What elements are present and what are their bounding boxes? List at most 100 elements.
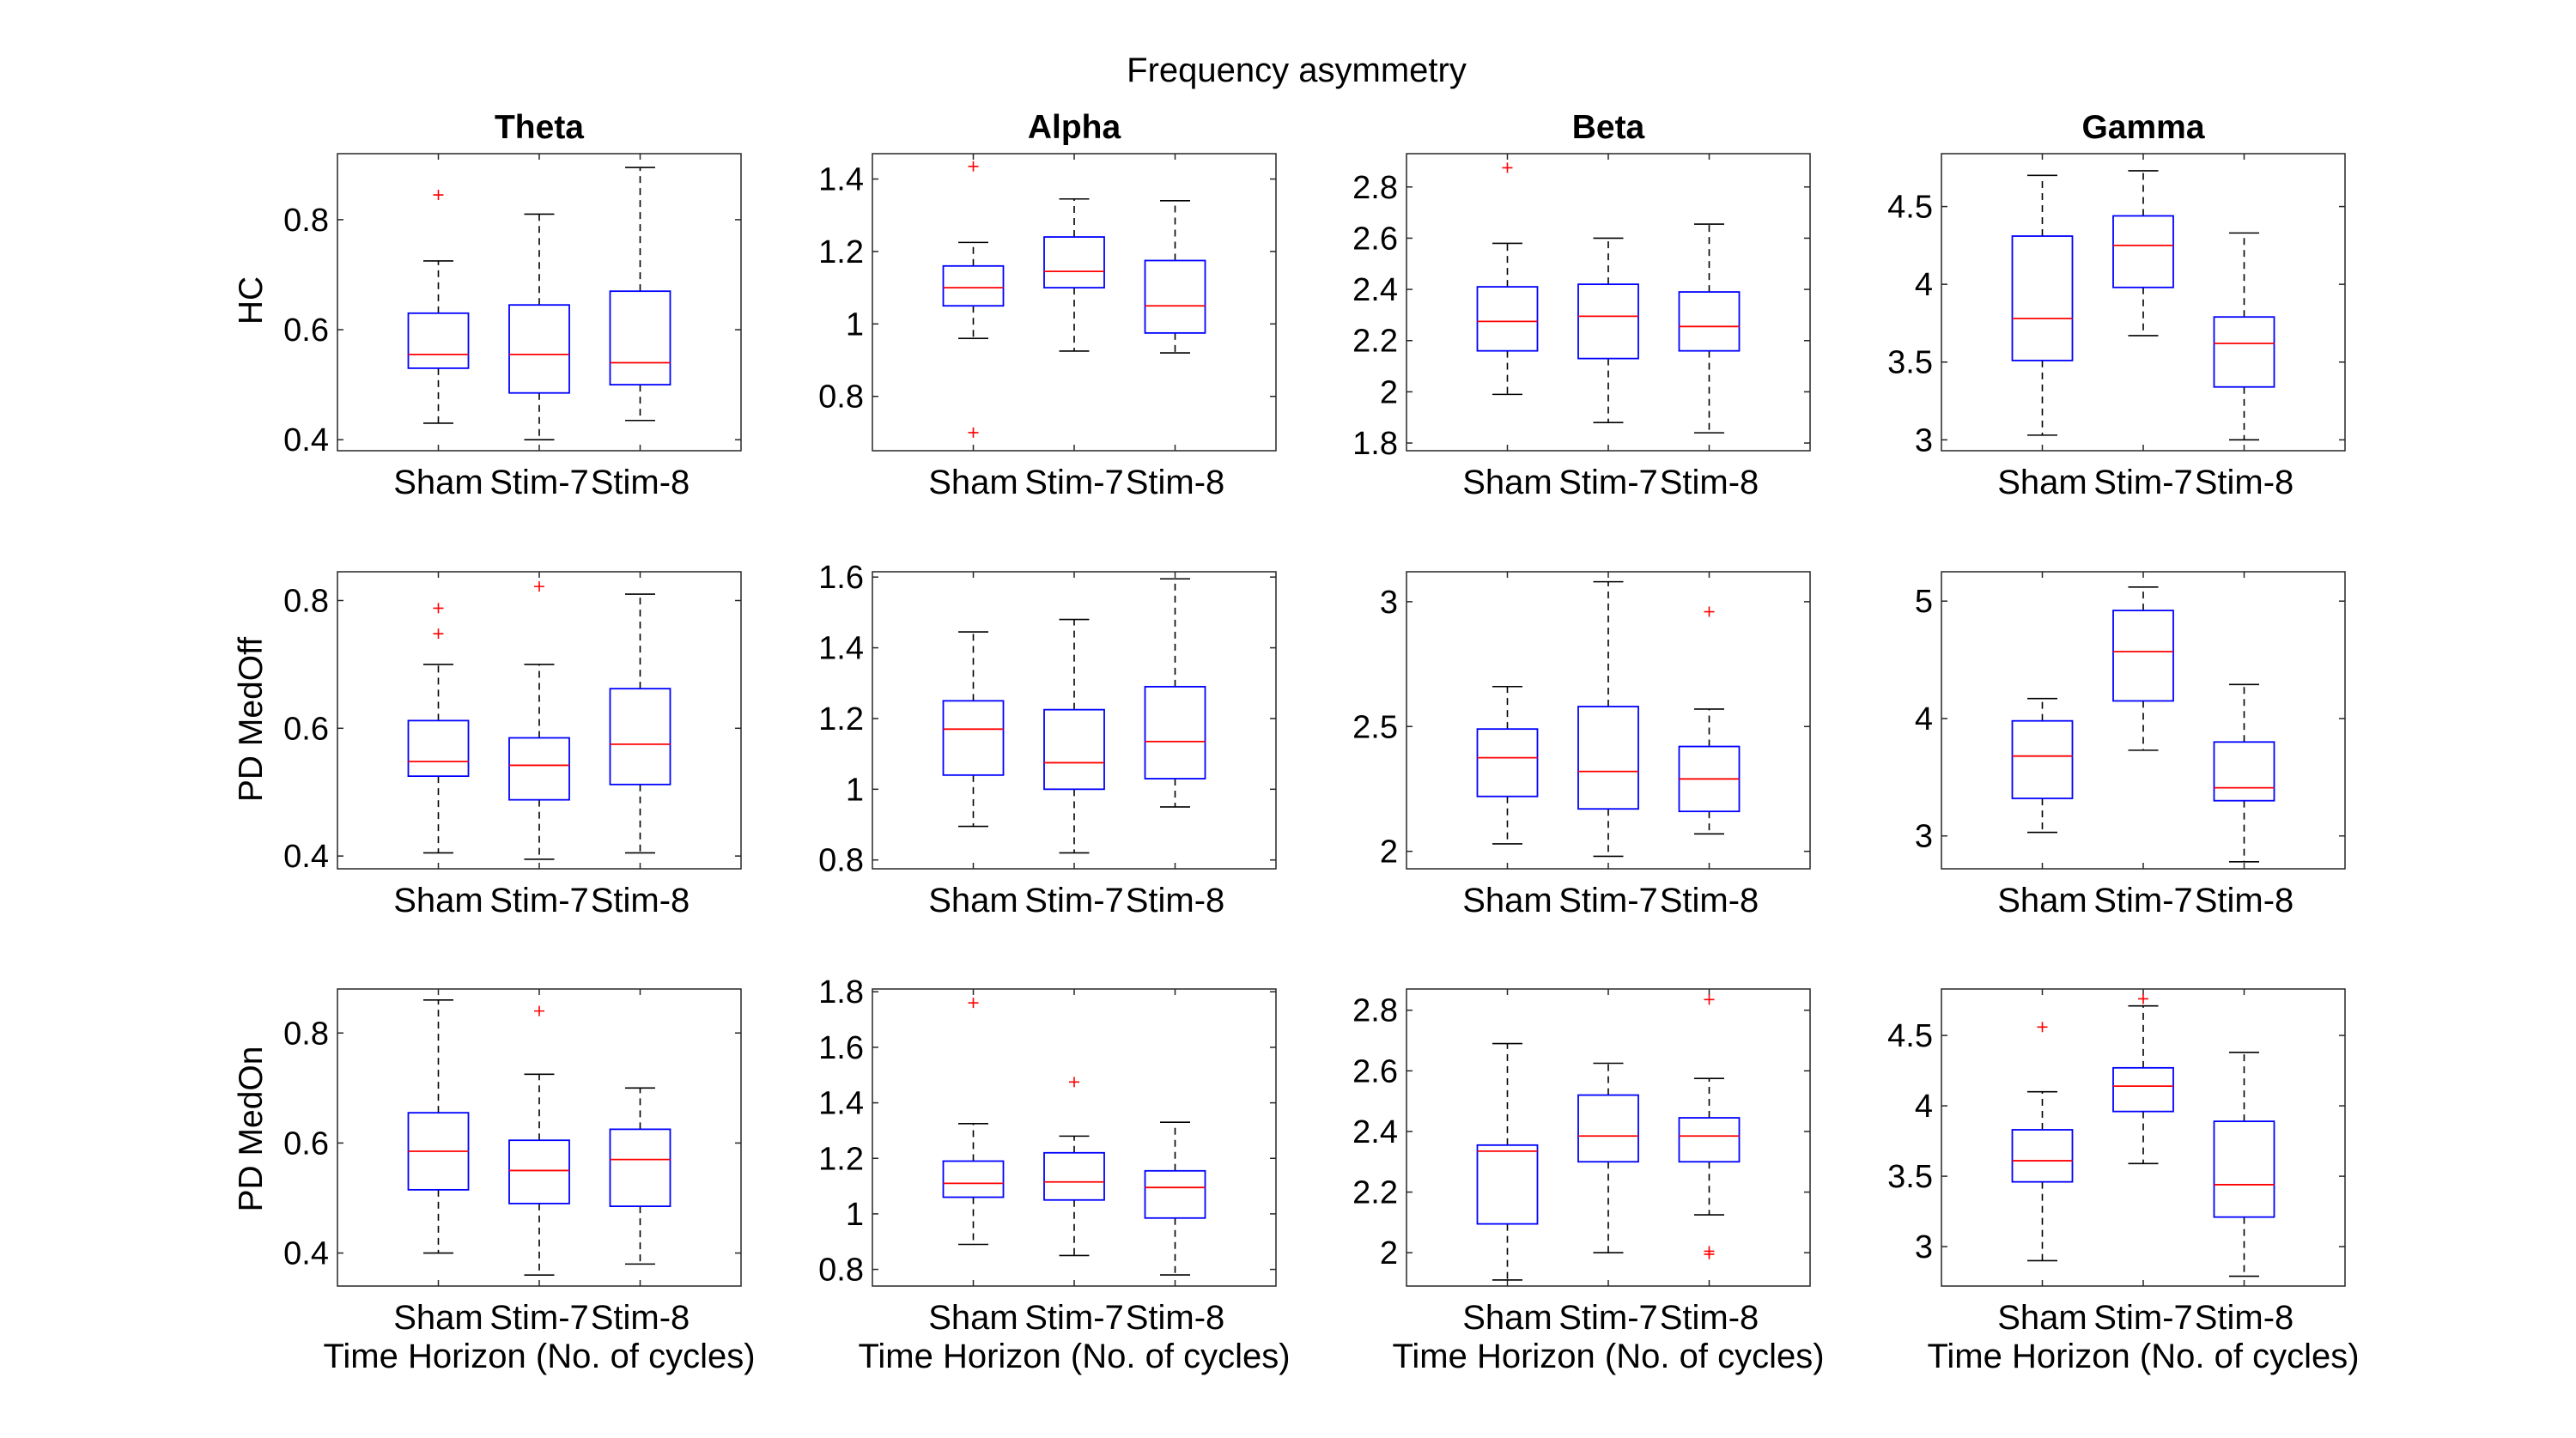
iqr-box (1577, 706, 1639, 810)
boxplot-stim-8 (1144, 1121, 1206, 1276)
iqr-box (1678, 291, 1741, 352)
iqr-box (407, 312, 470, 369)
x-tick-label-sham: Sham (928, 464, 1018, 501)
panel-hc-theta: 0.4 0.6 0.8 Sham Stim-7 Stim-8 (283, 153, 742, 501)
y-tick-label: 3.5 (1887, 345, 1933, 381)
x-tick-label-stim-8: Stim-8 (1126, 882, 1225, 919)
x-tick-label-sham: Sham (1462, 882, 1552, 919)
y-tick-label: 3 (1380, 585, 1398, 621)
x-axis-label-theta: Time Horizon (No. of cycles) (323, 1338, 755, 1375)
x-tick-label-stim-8: Stim-8 (591, 464, 690, 501)
x-tick-label-stim-8: Stim-8 (2195, 1299, 2294, 1337)
iqr-box (609, 688, 671, 786)
boxplot-stim-8 (609, 167, 671, 422)
iqr-box (2213, 1120, 2275, 1218)
iqr-box (407, 719, 470, 778)
boxplot-stim-7 (2112, 586, 2174, 751)
y-tick-label: 3 (1915, 1229, 1933, 1265)
iqr-box (2011, 1129, 2074, 1183)
iqr-box (1678, 1117, 1741, 1163)
x-tick-label-stim-7: Stim-7 (1558, 882, 1658, 919)
x-tick-label-stim-7: Stim-7 (489, 882, 589, 919)
figure-title: Frequency asymmetry (1127, 52, 1467, 89)
y-tick-label: 0.8 (818, 1253, 864, 1289)
y-tick-label: 2 (1380, 1235, 1398, 1271)
iqr-box (2112, 610, 2174, 702)
outlier-marker (1502, 162, 1513, 173)
iqr-box (508, 737, 570, 801)
column-title-beta: Beta (1572, 109, 1645, 146)
boxplot-sham (942, 998, 1005, 1246)
y-tick-label: 1.8 (1352, 426, 1398, 462)
iqr-box (1043, 236, 1105, 289)
x-tick-label-stim-7: Stim-7 (489, 464, 589, 501)
y-tick-label: 1.8 (818, 974, 864, 1010)
iqr-box (2112, 215, 2174, 288)
x-tick-label-sham: Sham (1462, 1299, 1552, 1337)
y-tick-label: 0.6 (283, 312, 329, 349)
panel-pd-medon-gamma: 3 3.5 4 4.5 Sham Stim-7 Stim-8 (1887, 988, 2346, 1337)
boxplot-stim-8 (2213, 232, 2275, 441)
iqr-box (2011, 235, 2074, 361)
axes-frame (1941, 571, 2346, 870)
y-tick-label: 1.4 (818, 162, 864, 198)
iqr-box (1043, 708, 1105, 791)
x-axis-label-gamma: Time Horizon (No. of cycles) (1927, 1338, 2359, 1375)
row-label-hc: HC (233, 276, 270, 325)
boxplot-sham (1476, 685, 1539, 845)
y-tick-label: 1.4 (818, 631, 864, 667)
outlier-marker (1069, 1077, 1079, 1088)
y-tick-label: 1.4 (818, 1086, 864, 1122)
boxplot-stim-7 (508, 581, 570, 860)
y-tick-label: 4 (1915, 701, 1933, 737)
y-tick-label: 4.5 (1887, 1018, 1933, 1054)
x-axis-label-alpha: Time Horizon (No. of cycles) (858, 1338, 1290, 1375)
axes-frame (872, 571, 1277, 870)
y-tick-label: 2.4 (1352, 1114, 1398, 1150)
x-tick-label-stim-7: Stim-7 (1024, 1299, 1124, 1337)
y-tick-label: 5 (1915, 584, 1933, 620)
column-title-gamma: Gamma (2081, 109, 2204, 146)
y-tick-label: 1.2 (818, 701, 864, 737)
iqr-box (1577, 283, 1639, 360)
y-tick-label: 0.4 (283, 422, 329, 458)
outlier-marker (968, 161, 979, 172)
iqr-box (508, 304, 570, 394)
x-tick-label-stim-8: Stim-8 (1660, 1299, 1759, 1337)
x-tick-label-stim-7: Stim-7 (1024, 882, 1124, 919)
panel-pd-medon-theta: 0.4 0.6 0.8 Sham Stim-7 Stim-8 (283, 988, 742, 1337)
row-label-pd-medon: PD MedOn (233, 1047, 270, 1212)
x-tick-label-stim-7: Stim-7 (1024, 464, 1124, 501)
outlier-marker (968, 427, 979, 438)
iqr-box (1476, 1144, 1539, 1225)
iqr-box (1043, 1151, 1105, 1201)
iqr-box (2112, 1066, 2174, 1113)
y-tick-label: 0.6 (283, 711, 329, 747)
boxplot-stim-8 (609, 593, 671, 854)
row-label-pd-medoff: PD MedOff (233, 637, 270, 802)
y-tick-label: 0.8 (283, 203, 329, 239)
y-tick-label: 1.6 (818, 560, 864, 596)
y-tick-label: 2.2 (1352, 1175, 1398, 1211)
outlier-marker (2037, 1022, 2048, 1033)
iqr-box (1144, 259, 1206, 334)
panel-hc-beta: 1.8 2 2.2 2.4 2.6 2.8 Sham Stim-7 Stim-8 (1352, 153, 1811, 501)
x-tick-label-stim-7: Stim-7 (1558, 464, 1658, 501)
x-tick-label-stim-8: Stim-8 (1660, 464, 1759, 501)
boxplot-sham (407, 190, 470, 424)
boxplot-stim-7 (1577, 237, 1639, 423)
boxplot-stim-8 (1144, 200, 1206, 354)
x-tick-label-stim-8: Stim-8 (1126, 1299, 1225, 1337)
x-tick-label-sham: Sham (393, 882, 483, 919)
y-tick-label: 2.8 (1352, 993, 1398, 1029)
axes-frame (1406, 988, 1811, 1287)
outlier-marker (1704, 606, 1715, 617)
iqr-box (2011, 719, 2074, 799)
y-tick-label: 2.5 (1352, 709, 1398, 745)
x-axis-label-beta: Time Horizon (No. of cycles) (1392, 1338, 1824, 1375)
iqr-box (1476, 286, 1539, 352)
x-tick-label-stim-8: Stim-8 (1660, 882, 1759, 919)
iqr-box (508, 1139, 570, 1204)
y-tick-label: 2.6 (1352, 221, 1398, 257)
